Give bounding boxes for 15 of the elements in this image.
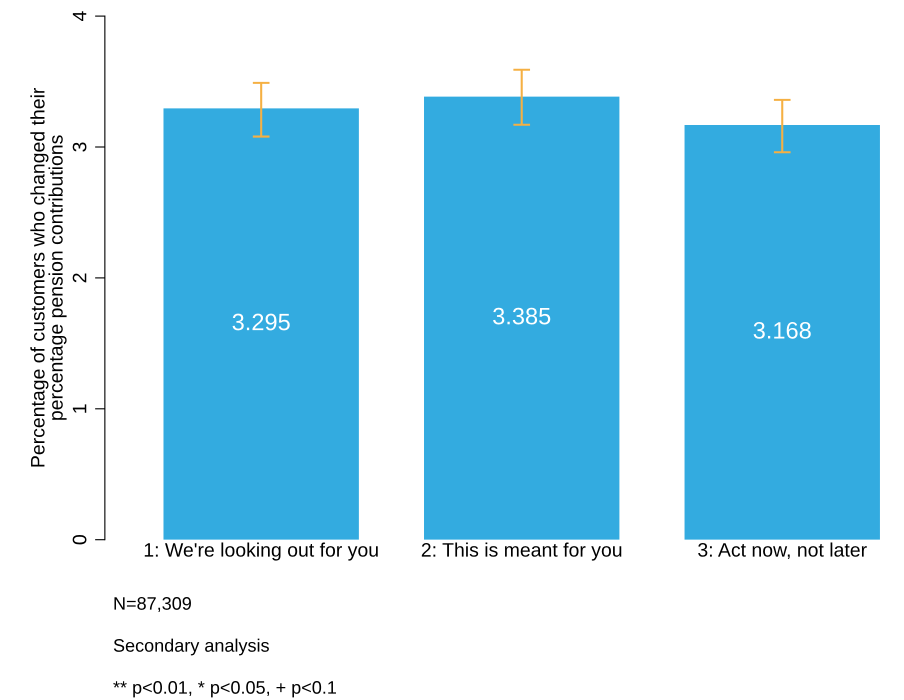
y-tick-label: 3: [72, 142, 86, 152]
y-axis-title: Percentage of customers who changed their percentage pension contributions: [30, 88, 67, 467]
text: ** p<0.01, * p<0.05, + p<0.1: [113, 681, 336, 698]
y-tick-label: 4: [72, 11, 86, 22]
y-tick-label: 2: [72, 273, 86, 282]
y-tick-label: 1: [72, 404, 86, 413]
x-tick-label: 2: This is meant for you: [422, 542, 622, 561]
data-label: 3.295: [232, 314, 290, 330]
x-tick-label: 3: Act now, not later: [698, 542, 867, 560]
data-label: 3.385: [493, 308, 550, 324]
data-label: 3.168: [754, 322, 811, 339]
text: Secondary analysis: [114, 638, 269, 656]
x-tick-label: 1: We're looking out for you: [144, 542, 378, 561]
y-tick-label: 0: [72, 535, 86, 544]
text: N=87,309: [114, 597, 191, 612]
